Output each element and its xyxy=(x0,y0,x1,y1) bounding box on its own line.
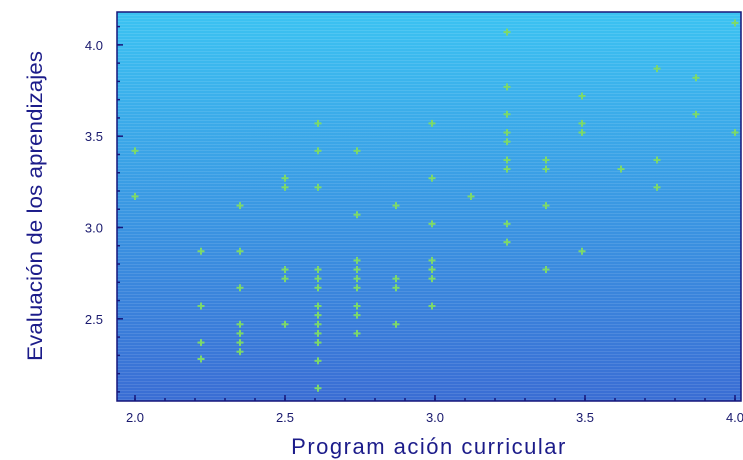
data-point xyxy=(653,156,661,164)
data-point xyxy=(314,266,322,274)
axes: 2.0 2.5 3.0 3.5 4.0 2.5 3.0 3.5 4.0 xyxy=(85,25,743,425)
data-point xyxy=(314,357,322,365)
data-point xyxy=(236,348,244,356)
data-point xyxy=(392,202,400,210)
data-point xyxy=(314,311,322,319)
data-point xyxy=(353,211,361,219)
data-point xyxy=(542,156,550,164)
data-point xyxy=(503,83,511,91)
data-point xyxy=(197,339,205,347)
data-point xyxy=(542,165,550,173)
x-tick-label: 3.0 xyxy=(426,410,444,425)
plot-frame xyxy=(116,11,742,402)
data-point xyxy=(314,320,322,328)
data-point xyxy=(503,238,511,246)
data-point xyxy=(353,311,361,319)
data-point xyxy=(314,384,322,392)
data-point xyxy=(692,110,700,118)
data-point xyxy=(428,119,436,127)
data-point xyxy=(578,119,586,127)
data-point xyxy=(503,28,511,36)
data-point xyxy=(353,256,361,264)
data-point xyxy=(236,247,244,255)
data-point xyxy=(353,266,361,274)
data-point xyxy=(197,302,205,310)
data-point xyxy=(428,220,436,228)
data-point xyxy=(653,65,661,73)
x-axis-title: Program ación curricular xyxy=(291,434,567,459)
data-point xyxy=(131,147,139,155)
data-point xyxy=(503,156,511,164)
data-point xyxy=(353,275,361,283)
data-point xyxy=(353,147,361,155)
data-point xyxy=(353,302,361,310)
data-point xyxy=(617,165,625,173)
data-point xyxy=(428,174,436,182)
data-point xyxy=(392,320,400,328)
data-point xyxy=(542,202,550,210)
data-point xyxy=(578,247,586,255)
data-point xyxy=(314,284,322,292)
data-point xyxy=(281,183,289,191)
data-point xyxy=(236,202,244,210)
data-point xyxy=(428,266,436,274)
data-points xyxy=(131,19,739,392)
data-point xyxy=(197,247,205,255)
plot-texture xyxy=(117,12,741,401)
data-point xyxy=(314,275,322,283)
data-point xyxy=(503,220,511,228)
data-point xyxy=(281,266,289,274)
y-axis-title: Evaluación de los aprendizajes xyxy=(24,51,47,361)
data-point xyxy=(131,192,139,200)
data-point xyxy=(578,129,586,137)
data-point xyxy=(281,275,289,283)
data-point xyxy=(653,183,661,191)
data-point xyxy=(503,138,511,146)
data-point xyxy=(236,339,244,347)
data-point xyxy=(467,192,475,200)
data-point xyxy=(692,74,700,82)
x-tick-label: 2.0 xyxy=(126,410,144,425)
data-point xyxy=(503,165,511,173)
data-point xyxy=(197,355,205,363)
data-point xyxy=(236,320,244,328)
data-point xyxy=(353,284,361,292)
data-point xyxy=(236,329,244,337)
y-tick-label: 3.5 xyxy=(85,129,103,144)
data-point xyxy=(731,129,739,137)
x-tick-label: 3.5 xyxy=(576,410,594,425)
data-point xyxy=(314,119,322,127)
data-point xyxy=(314,329,322,337)
x-tick-label: 2.5 xyxy=(276,410,294,425)
data-point xyxy=(428,302,436,310)
data-point xyxy=(392,275,400,283)
data-point xyxy=(314,302,322,310)
data-point xyxy=(353,329,361,337)
x-tick-label: 4.0 xyxy=(726,410,743,425)
data-point xyxy=(503,110,511,118)
y-tick-label: 2.5 xyxy=(85,312,103,327)
data-point xyxy=(314,183,322,191)
y-tick-label: 4.0 xyxy=(85,38,103,53)
data-point xyxy=(314,339,322,347)
data-point xyxy=(428,275,436,283)
data-point xyxy=(428,256,436,264)
data-point xyxy=(392,284,400,292)
data-point xyxy=(281,174,289,182)
data-point xyxy=(314,147,322,155)
data-point xyxy=(503,129,511,137)
data-point xyxy=(281,320,289,328)
data-point xyxy=(578,92,586,100)
y-tick-label: 3.0 xyxy=(85,221,103,236)
data-point xyxy=(236,284,244,292)
data-point xyxy=(731,19,739,27)
data-point xyxy=(542,266,550,274)
